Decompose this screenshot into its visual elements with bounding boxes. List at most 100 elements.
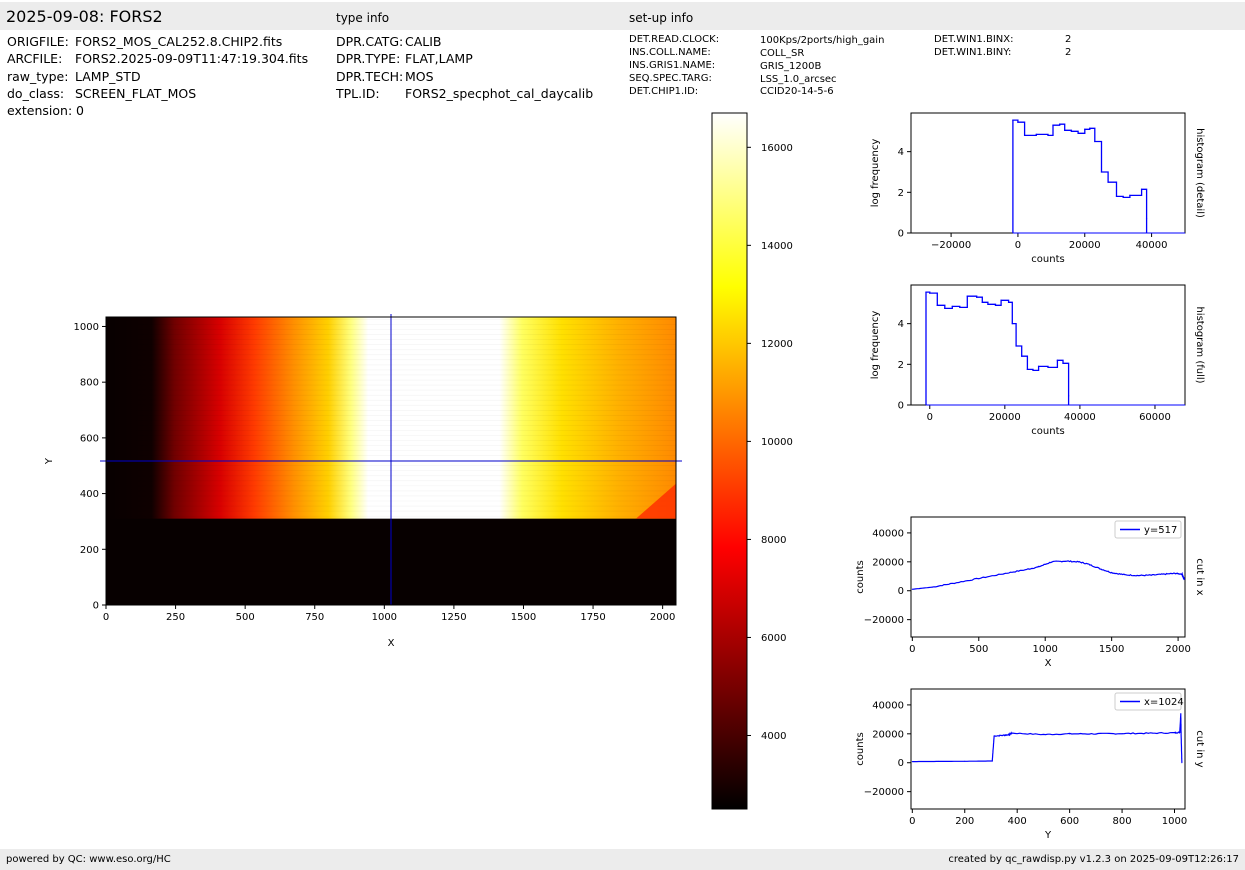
y-axis-label: Y xyxy=(44,457,55,465)
cut-point xyxy=(1174,732,1176,734)
histogram-bin xyxy=(1047,134,1049,136)
histogram-bin xyxy=(1047,366,1049,368)
image-frame xyxy=(105,316,677,606)
x-axis-label: counts xyxy=(1031,426,1064,437)
type-info-key: DPR.CATG: xyxy=(336,34,404,49)
y-tick-label: 400 xyxy=(80,489,99,500)
cut-point xyxy=(1087,563,1089,565)
x-tick-label: 750 xyxy=(305,612,324,623)
x-tick-label: 400 xyxy=(1008,816,1027,827)
axes-frame xyxy=(910,112,1186,234)
histogram-bin xyxy=(1122,196,1124,199)
colorbar-tick-label: 10000 xyxy=(761,437,793,448)
cut-point xyxy=(1038,566,1040,568)
cut-point xyxy=(1004,572,1006,574)
cut-point xyxy=(1064,560,1066,562)
cut-point xyxy=(938,760,940,762)
y-axis-label: counts xyxy=(855,560,866,593)
file-info-value: 0 xyxy=(76,103,84,118)
cut-point xyxy=(1181,573,1183,575)
histogram-bin xyxy=(976,296,978,298)
setup-info-key: DET.WIN1.BINY: xyxy=(934,47,1012,58)
cut-trace xyxy=(912,560,1186,590)
setup-info-key: INS.COLL.NAME: xyxy=(629,47,711,58)
cut-point xyxy=(1180,713,1182,715)
detector-image-panel: 0 250 500 750 1000 1250 1500 1750 2000 0 200 400 600… xyxy=(44,314,682,649)
x-tick-label: 0 xyxy=(927,412,933,423)
panel-title: cut in x xyxy=(1194,558,1205,595)
legend-box xyxy=(1114,520,1182,539)
type-info-key: DPR.TYPE: xyxy=(336,51,401,66)
setup-info-key: SEQ.SPEC.TARG: xyxy=(629,73,712,84)
histogram-bin xyxy=(1035,133,1037,135)
x-tick-label: 0 xyxy=(909,644,915,655)
x-axis-label: X xyxy=(388,638,395,649)
setup-info-value: LSS_1.0_arcsec xyxy=(760,74,837,85)
colorbar-tick-label: 6000 xyxy=(761,633,786,644)
setup-info-key: DET.READ.CLOCK: xyxy=(629,34,720,45)
cut-point xyxy=(1179,731,1181,733)
footer-band xyxy=(0,849,1245,870)
colorbar-tick-label: 4000 xyxy=(761,731,786,742)
histogram-bin xyxy=(994,304,997,306)
x-tick-label: 40000 xyxy=(1064,412,1096,423)
histogram-step xyxy=(925,291,1070,405)
cut-point xyxy=(1174,572,1176,574)
histogram-bin xyxy=(1007,301,1010,303)
axes-frame xyxy=(910,688,1186,810)
file-info-value: LAMP_STD xyxy=(75,69,141,84)
x-tick-label: 20000 xyxy=(1069,240,1101,251)
colorbar-gradient xyxy=(711,112,748,810)
histogram-bin xyxy=(925,291,927,293)
cut-point xyxy=(931,586,933,588)
histogram-bin xyxy=(1012,119,1014,121)
file-info-value: FORS2_MOS_CAL252.8.CHIP2.fits xyxy=(75,34,283,49)
histogram-bin xyxy=(987,303,989,305)
colorbar-panel: 4000 6000 8000 10000 12000 14000 16000 xyxy=(711,112,793,810)
cut-point xyxy=(1024,569,1026,571)
cut-point xyxy=(1151,574,1153,576)
y-tick-label: 2 xyxy=(898,188,904,199)
y-tick-label: 1000 xyxy=(74,322,99,333)
histogram-bin xyxy=(1100,171,1103,173)
cut-point xyxy=(1180,731,1182,733)
x-axis-label: Y xyxy=(1044,830,1052,841)
x-tick-label: 500 xyxy=(969,644,988,655)
histogram-bin xyxy=(936,304,938,306)
y-tick-label: −20000 xyxy=(864,787,904,798)
y-tick-label: 0 xyxy=(898,229,904,240)
histogram-bin xyxy=(1056,359,1058,361)
axes-frame xyxy=(910,284,1186,406)
histogram-bin xyxy=(1026,368,1028,371)
file-info-value: SCREEN_FLAT_MOS xyxy=(75,86,197,101)
file-info-key: do_class: xyxy=(7,86,65,101)
cut-point xyxy=(1095,733,1097,735)
y-tick-label: −20000 xyxy=(864,615,904,626)
setup-info-key: INS.GRIS1.NAME: xyxy=(629,60,716,71)
setup-info-value: 2 xyxy=(1065,47,1072,58)
x-tick-label: 1750 xyxy=(580,612,605,623)
cut-point xyxy=(991,760,993,762)
file-info-key: ARCFILE: xyxy=(7,51,63,66)
cut-point xyxy=(1183,578,1185,580)
cut-point xyxy=(1003,734,1005,736)
setup-info-key: DET.CHIP1.ID: xyxy=(629,86,699,97)
setup-info-value: 2 xyxy=(1065,34,1072,45)
file-info-key: ORIGFILE: xyxy=(7,34,69,49)
histogram-bin xyxy=(1094,140,1096,143)
x-tick-label: −20000 xyxy=(931,240,971,251)
cut-point xyxy=(911,761,913,763)
histogram-bin xyxy=(944,307,946,309)
colorbar-tick-label: 14000 xyxy=(761,241,793,252)
cut-point xyxy=(1100,568,1102,570)
histogram-bin xyxy=(1011,323,1013,325)
x-tick-label: 200 xyxy=(955,816,974,827)
file-info-key: extension: xyxy=(7,103,73,118)
histogram-bin xyxy=(1115,195,1118,197)
x-tick-label: 60000 xyxy=(1139,412,1171,423)
histogram-bin xyxy=(981,301,983,303)
cut-point xyxy=(1164,573,1166,575)
colorbar-tick-label: 16000 xyxy=(761,143,793,154)
y-axis-label: log frequency xyxy=(870,311,881,380)
cut-in-y-panel: 0 200 400 600 800 1000 −20000 0 20000 40000 Ycount… xyxy=(855,688,1205,841)
